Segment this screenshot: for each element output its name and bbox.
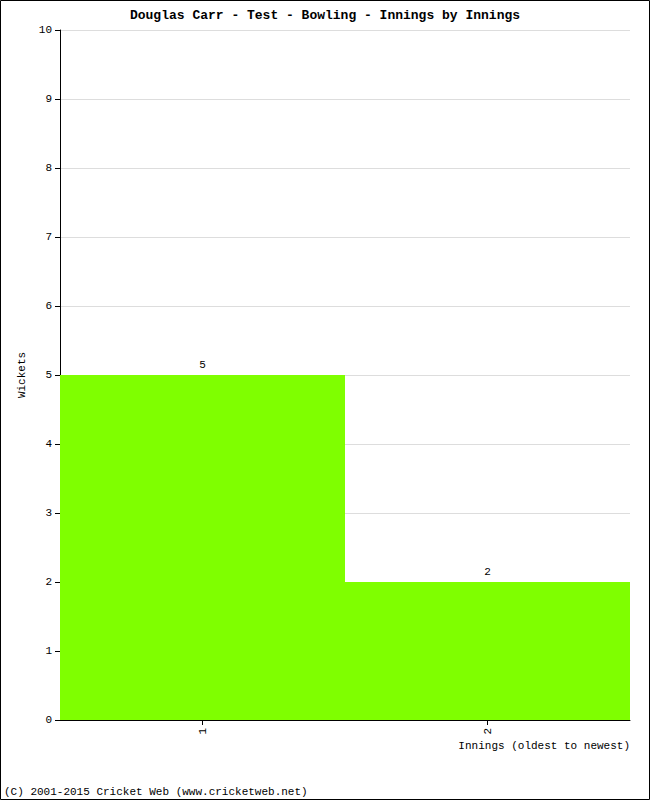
svg-text:9: 9 bbox=[45, 93, 52, 105]
svg-text:10: 10 bbox=[39, 24, 52, 36]
svg-text:7: 7 bbox=[45, 231, 52, 243]
svg-text:2: 2 bbox=[45, 576, 52, 588]
svg-text:(C) 2001-2015 Cricket Web (www: (C) 2001-2015 Cricket Web (www.cricketwe… bbox=[4, 786, 308, 798]
svg-text:Innings (oldest to newest): Innings (oldest to newest) bbox=[458, 740, 630, 752]
svg-text:Douglas Carr - Test - Bowling: Douglas Carr - Test - Bowling - Innings … bbox=[130, 8, 520, 23]
svg-text:2: 2 bbox=[484, 566, 491, 578]
svg-text:6: 6 bbox=[45, 300, 52, 312]
svg-text:Wickets: Wickets bbox=[16, 352, 28, 398]
svg-text:5: 5 bbox=[199, 359, 206, 371]
svg-text:5: 5 bbox=[45, 369, 52, 381]
svg-text:0: 0 bbox=[45, 714, 52, 726]
svg-text:1: 1 bbox=[197, 728, 209, 735]
svg-text:4: 4 bbox=[45, 438, 52, 450]
svg-text:3: 3 bbox=[45, 507, 52, 519]
svg-text:8: 8 bbox=[45, 162, 52, 174]
svg-text:2: 2 bbox=[482, 728, 494, 735]
svg-text:1: 1 bbox=[45, 645, 52, 657]
